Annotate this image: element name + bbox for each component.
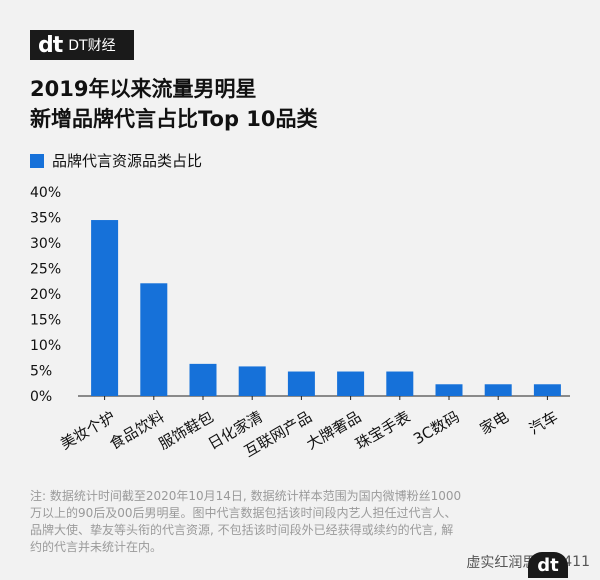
bar-6	[337, 371, 365, 396]
bar-8	[435, 384, 463, 396]
x-tick-label: 家电	[477, 408, 512, 439]
brand-mark: dt	[38, 32, 63, 58]
y-tick-label: 20%	[30, 287, 61, 303]
corner-logo: dt	[528, 552, 568, 578]
bar-2	[140, 283, 168, 396]
chart-title: 2019年以来流量男明星 新增品牌代言占比Top 10品类	[30, 74, 318, 134]
legend-label: 品牌代言资源品类占比	[52, 152, 203, 170]
bar-5	[287, 371, 315, 396]
y-tick-label: 40%	[30, 185, 61, 201]
note-line-3: 品牌大使、挚友等头衔的代言资源, 不包括该时间段外已经获得或续约的代言, 解	[30, 523, 454, 537]
note-line-1: 注: 数据统计时间截至2020年10月14日, 数据统计样本范围为国内微博粉丝1…	[30, 489, 462, 503]
footnote: 注: 数据统计时间截至2020年10月14日, 数据统计样本范围为国内微博粉丝1…	[30, 488, 530, 556]
x-tick-label: 服饰鞋包	[156, 408, 217, 454]
y-tick-label: 35%	[30, 211, 61, 227]
title-line-2: 新增品牌代言占比Top 10品类	[30, 107, 318, 131]
x-tick-label: 大牌奢品	[303, 408, 364, 454]
legend-swatch	[30, 153, 44, 168]
note-line-4: 约的代言并未统计在内。	[30, 540, 163, 554]
x-tick-label: 美妆个护	[57, 408, 118, 454]
bar-10	[533, 384, 561, 396]
bar-3	[189, 363, 217, 396]
y-tick-label: 30%	[30, 236, 61, 252]
title-line-1: 2019年以来流量男明星	[30, 77, 257, 101]
x-tick-label: 食品饮料	[106, 408, 167, 454]
legend: 品牌代言资源品类占比	[30, 150, 202, 171]
brand-logo: dt DT财经	[30, 30, 134, 60]
y-tick-label: 5%	[30, 364, 52, 380]
bar-1	[91, 220, 119, 396]
y-tick-label: 0%	[30, 389, 52, 405]
bar-9	[484, 384, 512, 396]
y-tick-label: 25%	[30, 262, 61, 278]
x-tick-label: 汽车	[526, 408, 561, 439]
bar-4	[238, 366, 266, 396]
y-tick-label: 15%	[30, 313, 61, 329]
brand-name: DT财经	[68, 38, 116, 54]
x-tick-label: 3C数码	[410, 408, 462, 449]
y-tick-label: 10%	[30, 338, 61, 354]
x-tick-label: 珠宝手表	[352, 408, 413, 454]
note-line-2: 万以上的90后及00后男明星。图中代言数据包括该时间段内艺人担任过代言人、	[30, 506, 457, 520]
bar-7	[386, 371, 414, 396]
